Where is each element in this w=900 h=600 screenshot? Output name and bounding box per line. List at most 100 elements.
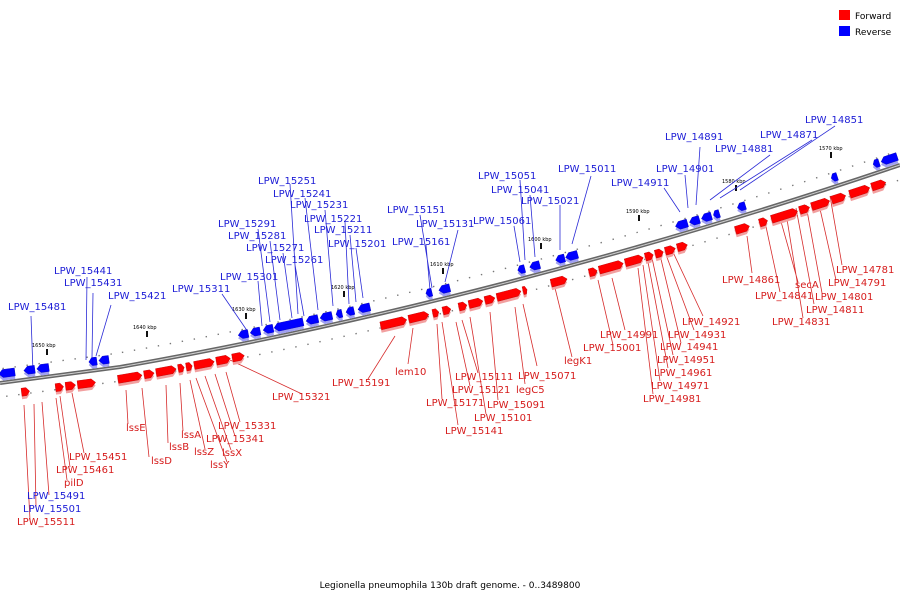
gene-feature-forward[interactable]: [64, 381, 76, 391]
gene-label-forward[interactable]: LPW_14861: [722, 275, 780, 286]
gene-label-forward[interactable]: LPW_15451: [69, 452, 127, 463]
gene-label-forward[interactable]: legC5: [516, 385, 545, 396]
gene-feature-forward[interactable]: [521, 285, 528, 295]
gene-label-reverse[interactable]: LPW_15021: [521, 196, 579, 207]
gene-label-reverse[interactable]: LPW_15221: [304, 214, 362, 225]
gene-feature-reverse[interactable]: [319, 311, 334, 322]
gene-label-forward[interactable]: LPW_14941: [660, 342, 718, 353]
gene-feature-forward[interactable]: [20, 387, 30, 397]
gene-feature-reverse[interactable]: [335, 309, 344, 319]
gene-label-forward[interactable]: LPW_15001: [583, 343, 641, 354]
gene-label-reverse[interactable]: LPW_15061: [473, 216, 531, 227]
gene-label-reverse[interactable]: LPW_15211: [314, 225, 372, 236]
gene-label-forward[interactable]: LPW_14931: [668, 330, 726, 341]
gene-feature-reverse[interactable]: [305, 314, 320, 325]
gene-label-reverse[interactable]: LPW_15151: [387, 205, 445, 216]
gene-feature-forward[interactable]: [676, 241, 688, 252]
gene-feature-forward[interactable]: [798, 203, 810, 215]
gene-label-reverse[interactable]: LPW_15481: [8, 302, 66, 313]
gene-feature-reverse[interactable]: [880, 152, 899, 166]
gene-label-reverse[interactable]: LPW_15421: [108, 291, 166, 302]
gene-label-forward[interactable]: LPW_14791: [828, 278, 886, 289]
gene-feature-forward[interactable]: [193, 358, 216, 370]
gene-label-forward[interactable]: LPW_15491: [27, 491, 85, 502]
gene-label-forward[interactable]: legK1: [564, 356, 592, 367]
gene-label-forward[interactable]: LPW_15511: [17, 517, 75, 528]
gene-feature-forward[interactable]: [597, 260, 624, 275]
gene-feature-reverse[interactable]: [0, 367, 16, 378]
gene-feature-reverse[interactable]: [36, 363, 50, 373]
gene-label-forward[interactable]: LPW_14991: [600, 330, 658, 341]
gene-label-forward[interactable]: lssB: [169, 442, 189, 453]
gene-feature-forward[interactable]: [431, 308, 440, 318]
gene-label-reverse[interactable]: LPW_15441: [54, 266, 112, 277]
gene-label-forward[interactable]: lssX: [222, 448, 242, 459]
gene-label-forward[interactable]: LPW_15321: [272, 392, 330, 403]
gene-label-reverse[interactable]: LPW_15041: [491, 185, 549, 196]
gene-label-forward[interactable]: LPW_15331: [218, 421, 276, 432]
gene-label-forward[interactable]: LPW_14971: [651, 381, 709, 392]
gene-feature-forward[interactable]: [830, 192, 846, 205]
gene-label-reverse[interactable]: LPW_14851: [805, 115, 863, 126]
gene-feature-forward[interactable]: [231, 352, 246, 363]
gene-feature-reverse[interactable]: [23, 365, 36, 375]
gene-label-reverse[interactable]: LPW_15131: [416, 219, 474, 230]
gene-label-reverse[interactable]: LPW_14901: [656, 164, 714, 175]
gene-feature-forward[interactable]: [457, 301, 468, 312]
gene-feature-forward[interactable]: [734, 222, 750, 235]
gene-feature-forward[interactable]: [177, 363, 185, 373]
gene-label-forward[interactable]: pilD: [64, 478, 84, 489]
gene-feature-forward[interactable]: [379, 316, 408, 331]
gene-feature-forward[interactable]: [623, 254, 644, 267]
gene-label-forward[interactable]: lssY: [210, 460, 230, 471]
gene-feature-forward[interactable]: [495, 287, 522, 302]
gene-feature-forward[interactable]: [870, 179, 888, 192]
gene-label-forward[interactable]: LPW_14811: [806, 305, 864, 316]
gene-label-forward[interactable]: secA: [795, 280, 819, 291]
gene-label-reverse[interactable]: LPW_15051: [478, 171, 536, 182]
gene-feature-forward[interactable]: [185, 362, 194, 372]
gene-label-forward[interactable]: LPW_15111: [455, 372, 513, 383]
gene-label-reverse[interactable]: LPW_15201: [328, 239, 386, 250]
gene-feature-reverse[interactable]: [565, 250, 579, 261]
gene-feature-reverse[interactable]: [249, 326, 262, 337]
gene-feature-reverse[interactable]: [872, 158, 881, 169]
gene-label-reverse[interactable]: LPW_15231: [290, 200, 348, 211]
gene-feature-reverse[interactable]: [712, 209, 721, 219]
gene-feature-forward[interactable]: [663, 245, 676, 256]
gene-label-reverse[interactable]: LPW_15431: [64, 278, 122, 289]
gene-feature-forward[interactable]: [483, 294, 496, 305]
gene-feature-forward[interactable]: [143, 369, 155, 380]
gene-label-forward[interactable]: lssE: [126, 423, 146, 434]
gene-label-forward[interactable]: LPW_14781: [836, 265, 894, 276]
gene-feature-reverse[interactable]: [273, 317, 305, 332]
gene-label-reverse[interactable]: LPW_15241: [273, 189, 331, 200]
gene-label-reverse[interactable]: LPW_15311: [172, 284, 230, 295]
gene-feature-forward[interactable]: [549, 275, 568, 288]
gene-feature-forward[interactable]: [467, 297, 484, 309]
gene-feature-forward[interactable]: [810, 197, 830, 211]
gene-label-forward[interactable]: LPW_15071: [518, 371, 576, 382]
gene-feature-reverse[interactable]: [262, 324, 275, 334]
gene-label-forward[interactable]: LPW_14961: [654, 368, 712, 379]
gene-feature-forward[interactable]: [587, 267, 598, 278]
gene-label-reverse[interactable]: LPW_14911: [611, 178, 669, 189]
gene-label-forward[interactable]: LPW_14841: [755, 291, 813, 302]
gene-label-reverse[interactable]: LPW_14891: [665, 132, 723, 143]
gene-feature-forward[interactable]: [117, 371, 143, 384]
gene-feature-forward[interactable]: [643, 251, 654, 262]
gene-feature-forward[interactable]: [441, 305, 452, 316]
gene-label-forward[interactable]: LPW_14801: [815, 292, 873, 303]
gene-feature-reverse[interactable]: [425, 287, 434, 298]
gene-label-reverse[interactable]: LPW_15281: [228, 231, 286, 242]
gene-feature-reverse[interactable]: [736, 201, 747, 212]
gene-feature-forward[interactable]: [54, 382, 64, 392]
gene-label-reverse[interactable]: LPW_15291: [218, 219, 276, 230]
gene-label-forward[interactable]: lem10: [395, 367, 426, 378]
gene-feature-reverse[interactable]: [88, 356, 98, 366]
gene-feature-reverse[interactable]: [674, 218, 689, 230]
gene-feature-reverse[interactable]: [688, 215, 701, 227]
gene-feature-reverse[interactable]: [830, 172, 839, 183]
gene-label-forward[interactable]: LPW_15091: [487, 400, 545, 411]
gene-label-reverse[interactable]: LPW_15251: [258, 176, 316, 187]
